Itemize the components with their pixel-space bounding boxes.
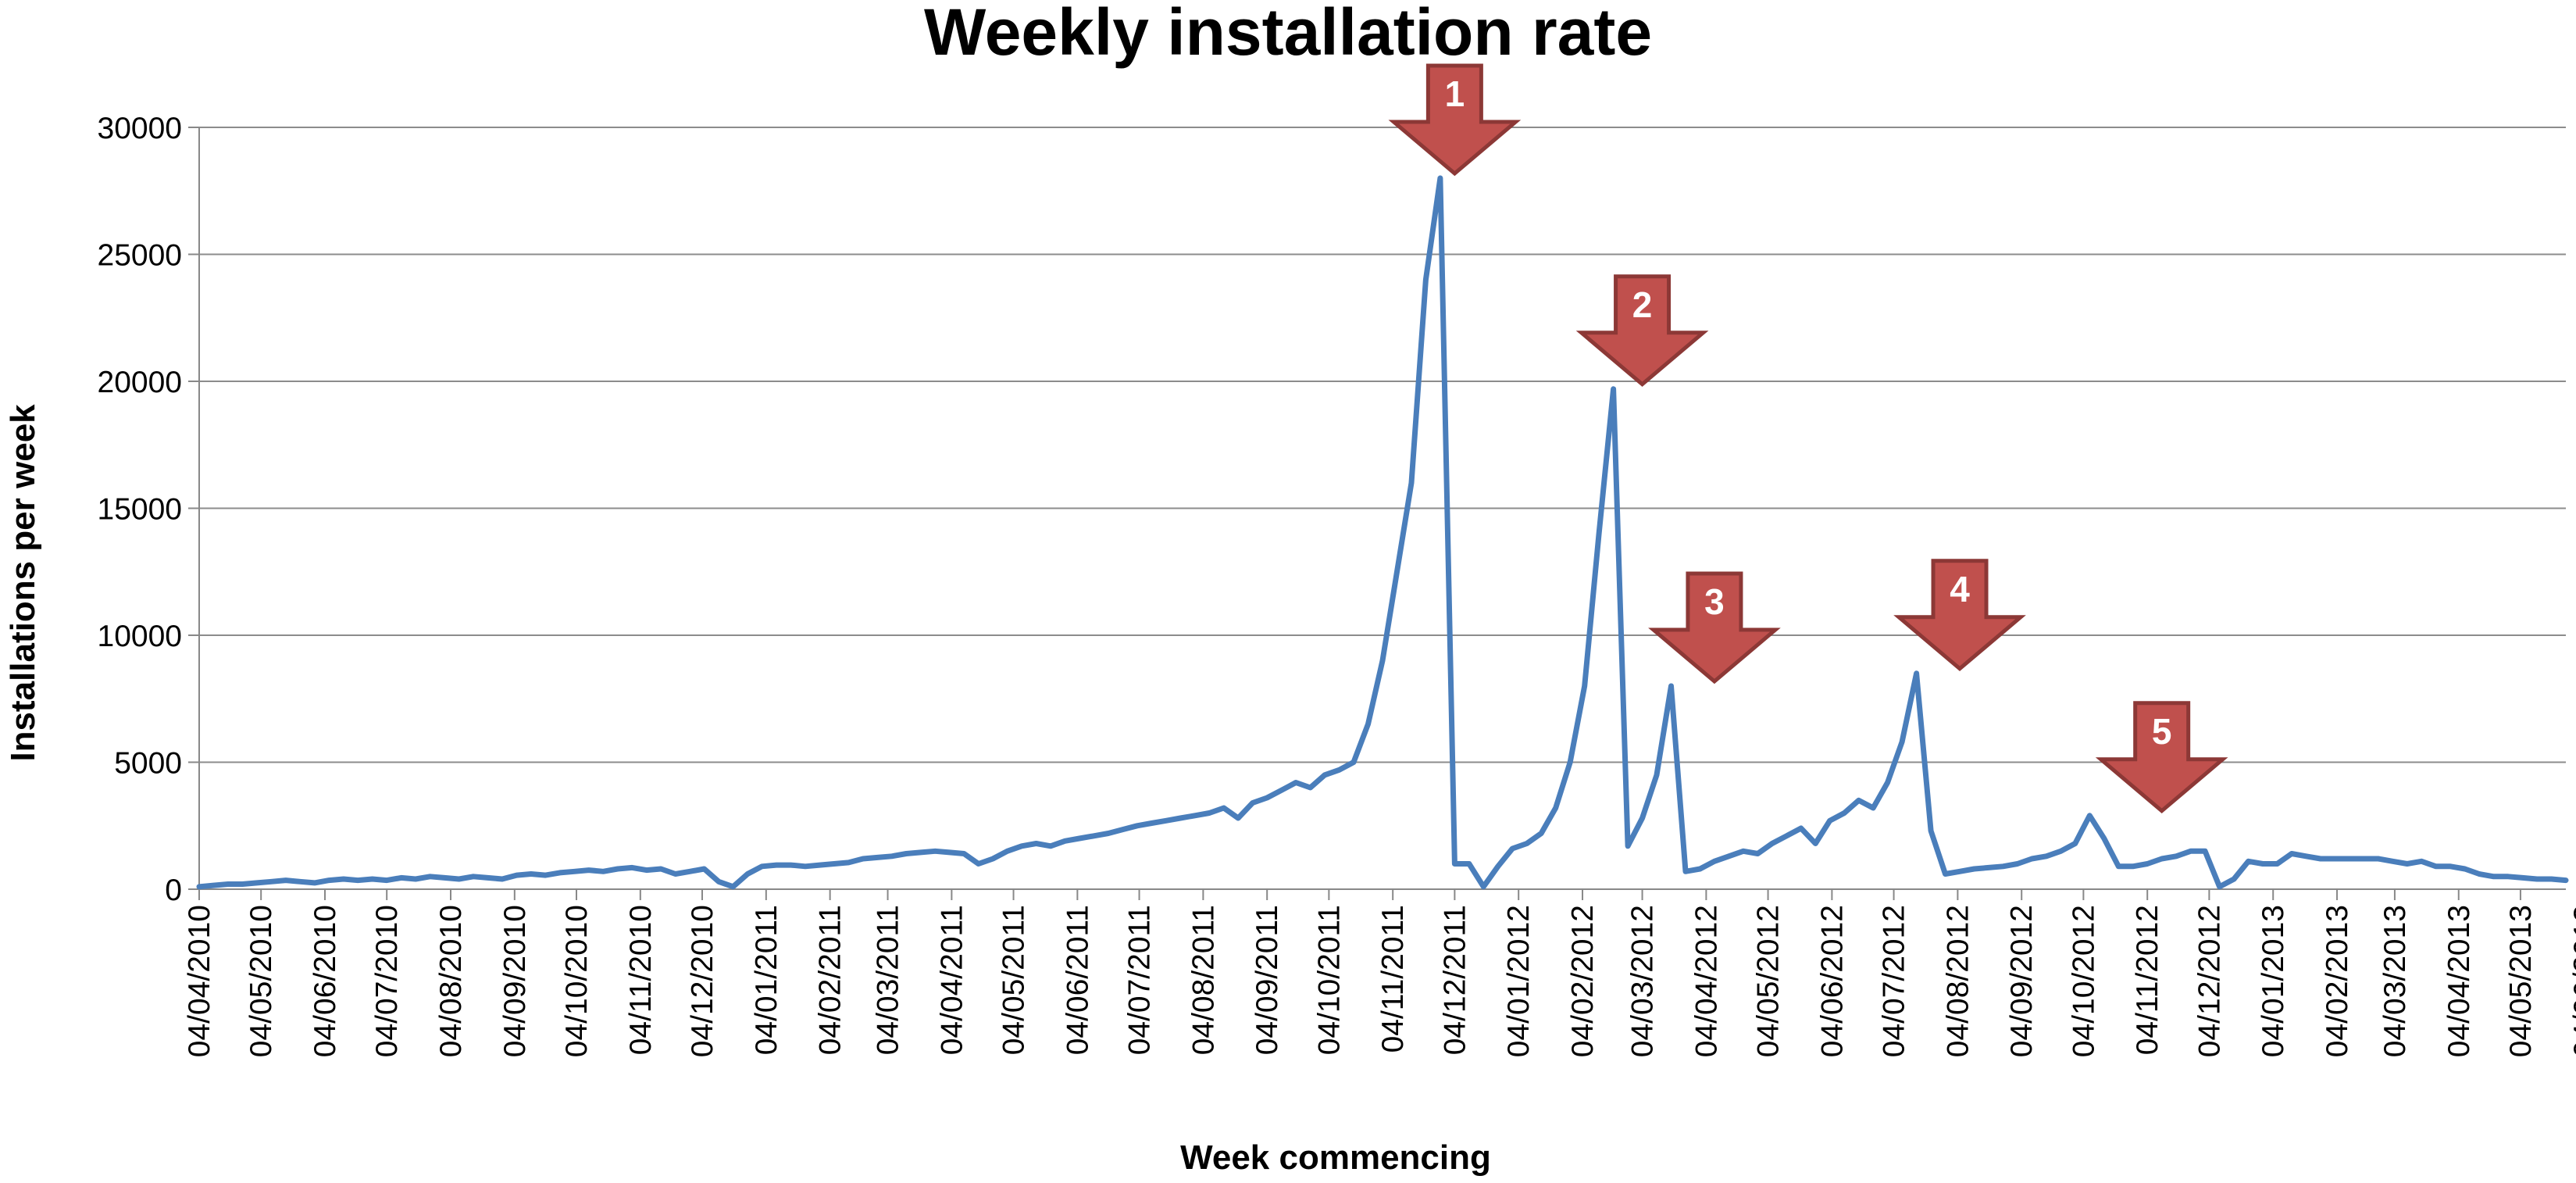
- peak-arrow-label: 3: [1704, 581, 1725, 622]
- y-tick-label: 30000: [98, 112, 182, 145]
- x-tick-label: 04/10/2011: [1312, 905, 1346, 1055]
- y-tick-label: 5000: [114, 747, 182, 781]
- x-tick-label: 04/12/2012: [2192, 905, 2226, 1057]
- x-axis-label: Week commencing: [1180, 1138, 1491, 1177]
- peak-arrow-label: 2: [1632, 284, 1653, 325]
- x-tick-label: 04/12/2011: [1438, 905, 1472, 1055]
- x-tick-label: 04/06/2012: [1815, 905, 1849, 1057]
- peak-arrow-5: 5: [2095, 701, 2228, 814]
- peak-arrow-label: 5: [2152, 711, 2172, 752]
- x-tick-label: 04/02/2012: [1566, 905, 1600, 1057]
- x-tick-label: 04/08/2012: [1941, 905, 1975, 1057]
- x-tick-label: 04/01/2011: [750, 905, 783, 1055]
- x-tick-label: 04/10/2010: [560, 905, 594, 1057]
- x-tick-label: 04/03/2011: [872, 905, 905, 1055]
- x-tick-label: 04/12/2010: [686, 905, 719, 1057]
- x-tick-label: 04/04/2012: [1689, 905, 1723, 1057]
- peak-arrows: 1 2 3 4 5: [1388, 63, 2228, 814]
- x-tick-label: 04/11/2010: [624, 905, 658, 1055]
- x-tick-label: 04/07/2012: [1878, 905, 1911, 1057]
- x-tick-label: 04/06/2011: [1061, 905, 1094, 1055]
- peak-arrow-2: 2: [1575, 274, 1709, 388]
- x-tick-label: 04/07/2011: [1123, 905, 1157, 1055]
- x-tick-label: 04/09/2012: [2005, 905, 2039, 1057]
- chart-title: Weekly installation rate: [924, 0, 1652, 69]
- x-tick-label: 04/06/2013: [2568, 905, 2576, 1057]
- x-tick-label: 04/04/2013: [2442, 905, 2476, 1057]
- x-tick-label: 04/08/2011: [1186, 905, 1220, 1055]
- peak-arrow-label: 1: [1445, 73, 1465, 114]
- x-tick-label: 04/11/2011: [1376, 905, 1410, 1053]
- x-tick-label: 04/09/2011: [1251, 905, 1284, 1055]
- x-tick-label: 04/05/2012: [1752, 905, 1786, 1057]
- x-tick-label: 04/05/2011: [997, 905, 1031, 1055]
- x-tick-label: 04/05/2013: [2504, 905, 2538, 1057]
- x-tick-label: 04/04/2010: [183, 905, 216, 1057]
- x-tick-label: 04/08/2010: [434, 905, 468, 1057]
- y-tick-label: 10000: [98, 620, 182, 653]
- peak-arrow-label: 4: [1950, 569, 1970, 609]
- x-tick-label: 04/01/2013: [2257, 905, 2290, 1057]
- x-tick-label: 04/11/2012: [2131, 905, 2164, 1055]
- x-tick-label: 04/05/2010: [244, 905, 278, 1057]
- x-tick-label: 04/07/2010: [370, 905, 404, 1057]
- x-tick-labels: 04/04/2010 04/05/2010 04/06/2010 04/07/2010…: [183, 889, 2576, 1057]
- y-tick-label: 0: [165, 874, 182, 907]
- x-tick-label: 04/03/2012: [1626, 905, 1660, 1057]
- y-axis-label: Installations per week: [4, 404, 42, 762]
- y-tick-labels: 0 5000 10000 15000 20000 25000 30000: [98, 112, 199, 907]
- y-tick-label: 15000: [98, 493, 182, 527]
- x-tick-label: 04/03/2013: [2378, 905, 2412, 1057]
- y-tick-label: 20000: [98, 366, 182, 399]
- peak-arrow-4: 4: [1893, 559, 2026, 672]
- x-tick-label: 04/04/2011: [935, 905, 969, 1055]
- peak-arrow-1: 1: [1388, 63, 1522, 177]
- x-tick-label: 04/09/2010: [498, 905, 532, 1057]
- series-line: [196, 175, 2569, 890]
- x-tick-label: 04/02/2013: [2321, 905, 2354, 1057]
- peak-arrow-3: 3: [1648, 571, 1781, 684]
- x-tick-label: 04/02/2011: [814, 905, 847, 1055]
- y-tick-label: 25000: [98, 239, 182, 273]
- x-tick-label: 04/06/2010: [309, 905, 342, 1057]
- x-tick-label: 04/10/2012: [2067, 905, 2100, 1057]
- x-tick-label: 04/01/2012: [1502, 905, 1536, 1057]
